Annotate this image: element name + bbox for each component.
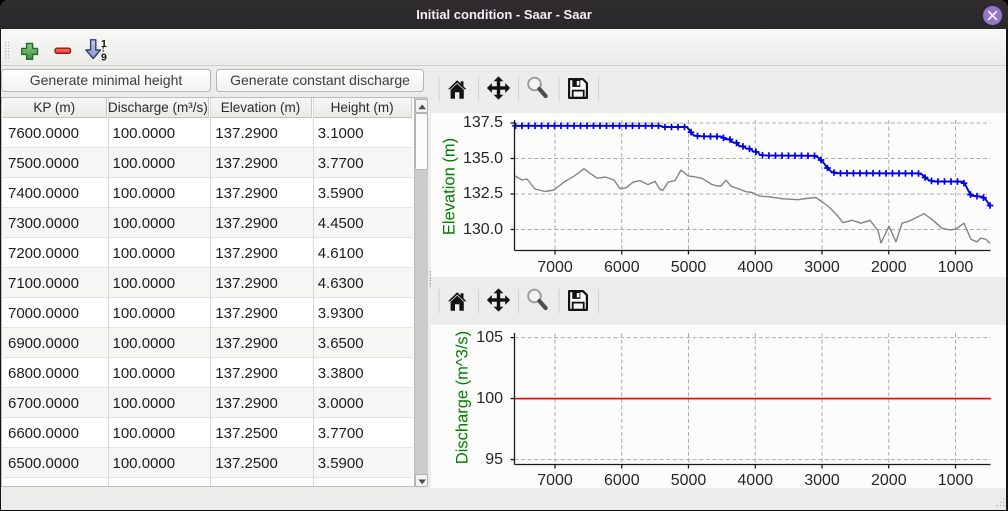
svg-text:1: 1	[101, 38, 107, 50]
svg-text:9: 9	[101, 52, 107, 64]
